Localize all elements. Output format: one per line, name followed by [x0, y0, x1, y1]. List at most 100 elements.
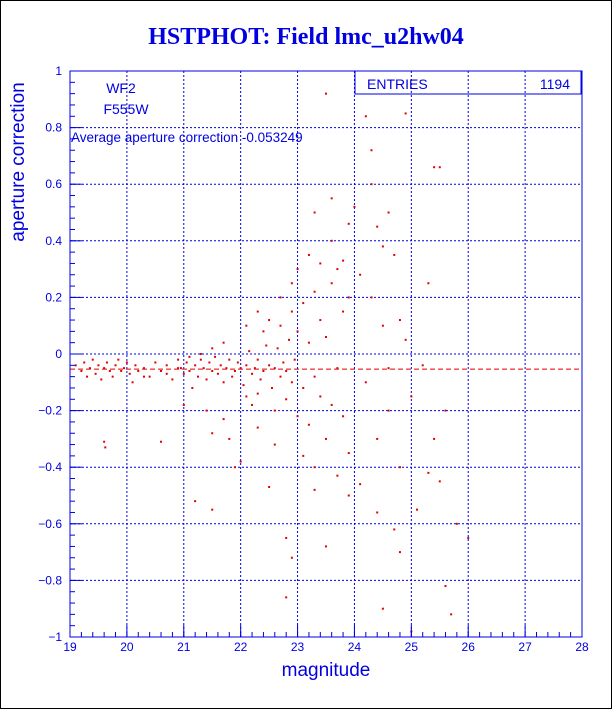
data-point	[194, 364, 197, 367]
data-point	[211, 432, 214, 435]
data-point	[242, 384, 245, 387]
data-point	[245, 395, 248, 398]
data-point	[80, 369, 83, 372]
data-point	[182, 403, 185, 406]
y-tick-label: 0	[55, 347, 62, 361]
y-tick-label: −0.6	[38, 517, 62, 531]
data-point	[91, 358, 94, 361]
data-point	[433, 166, 436, 169]
data-point	[256, 358, 259, 361]
data-point	[319, 395, 322, 398]
data-point	[205, 409, 208, 412]
x-tick-label: 28	[575, 640, 589, 654]
data-point	[427, 471, 430, 474]
data-point	[279, 296, 282, 299]
data-point	[142, 375, 145, 378]
data-point	[285, 596, 288, 599]
data-point	[239, 460, 242, 463]
data-point	[100, 378, 103, 381]
data-point	[279, 324, 282, 327]
data-point	[290, 282, 293, 285]
data-point	[105, 361, 108, 364]
y-tick-label: −0.2	[38, 404, 62, 418]
data-point	[165, 372, 168, 375]
data-point	[245, 324, 248, 327]
data-point	[211, 369, 214, 372]
data-point	[222, 381, 225, 384]
data-point	[293, 358, 296, 361]
data-points	[74, 92, 470, 633]
data-point	[253, 367, 256, 370]
data-point	[381, 245, 384, 248]
y-tick-label: 0.2	[45, 290, 62, 304]
x-tick-label: 20	[120, 640, 134, 654]
data-point	[123, 367, 126, 370]
data-point	[288, 338, 291, 341]
data-point	[88, 367, 91, 370]
data-point	[376, 511, 379, 514]
data-point	[467, 536, 470, 539]
data-point	[282, 361, 285, 364]
data-point	[177, 367, 180, 370]
data-point	[285, 369, 288, 372]
data-point	[273, 367, 276, 370]
x-axis-label: magnitude	[282, 660, 371, 681]
data-point	[205, 378, 208, 381]
chart-title: HSTPHOT: Field lmc_u2hw04	[148, 24, 464, 50]
data-point	[438, 166, 441, 169]
data-point	[307, 341, 310, 344]
data-point	[188, 355, 191, 358]
data-point	[387, 409, 390, 412]
grid	[70, 71, 582, 637]
data-point	[137, 369, 140, 372]
data-point	[208, 361, 211, 364]
data-point	[450, 613, 453, 616]
data-point	[296, 268, 299, 271]
data-point	[120, 369, 123, 372]
data-point	[160, 440, 163, 443]
data-point	[268, 486, 271, 489]
data-point	[325, 545, 327, 548]
data-point	[364, 381, 367, 384]
data-point	[393, 528, 396, 531]
data-point	[342, 310, 345, 313]
data-point	[416, 508, 419, 511]
stats-entries-label: ENTRIES	[367, 76, 428, 92]
data-point	[108, 369, 111, 372]
data-point	[233, 466, 236, 469]
data-point	[194, 500, 197, 503]
data-point	[165, 364, 168, 367]
x-tick-label: 19	[63, 640, 77, 654]
data-point	[251, 372, 254, 375]
data-point	[83, 361, 86, 364]
x-tick-labels: 19 20 21 22 23 24 25 26 27 28	[63, 640, 589, 654]
data-point	[104, 446, 107, 449]
y-tick-label: 0.8	[45, 121, 62, 135]
y-tick-label: 1	[55, 64, 62, 78]
data-point	[364, 115, 367, 118]
data-point	[330, 282, 333, 285]
data-point	[302, 302, 305, 305]
data-point	[347, 222, 350, 225]
data-point	[370, 296, 373, 299]
data-point	[268, 364, 271, 367]
data-point	[111, 375, 114, 378]
data-point	[325, 437, 327, 440]
x-tick-label: 22	[234, 640, 248, 654]
data-point	[444, 409, 447, 412]
data-point	[336, 474, 339, 477]
data-point	[325, 336, 327, 339]
data-point	[290, 310, 293, 313]
data-point	[296, 330, 299, 333]
data-point	[421, 364, 424, 367]
data-point	[444, 585, 447, 588]
data-point	[128, 372, 131, 375]
y-tick-labels: −1 −0.8 −0.6 −0.4 −0.2 0 0.2 0.4 0.6 0.8 1	[38, 64, 62, 644]
data-point	[302, 454, 305, 457]
data-point	[381, 324, 384, 327]
y-tick-label: −0.8	[38, 573, 62, 587]
data-point	[330, 197, 333, 200]
y-tick-label: −1	[48, 630, 62, 644]
data-point	[307, 253, 310, 256]
data-point	[202, 367, 205, 370]
